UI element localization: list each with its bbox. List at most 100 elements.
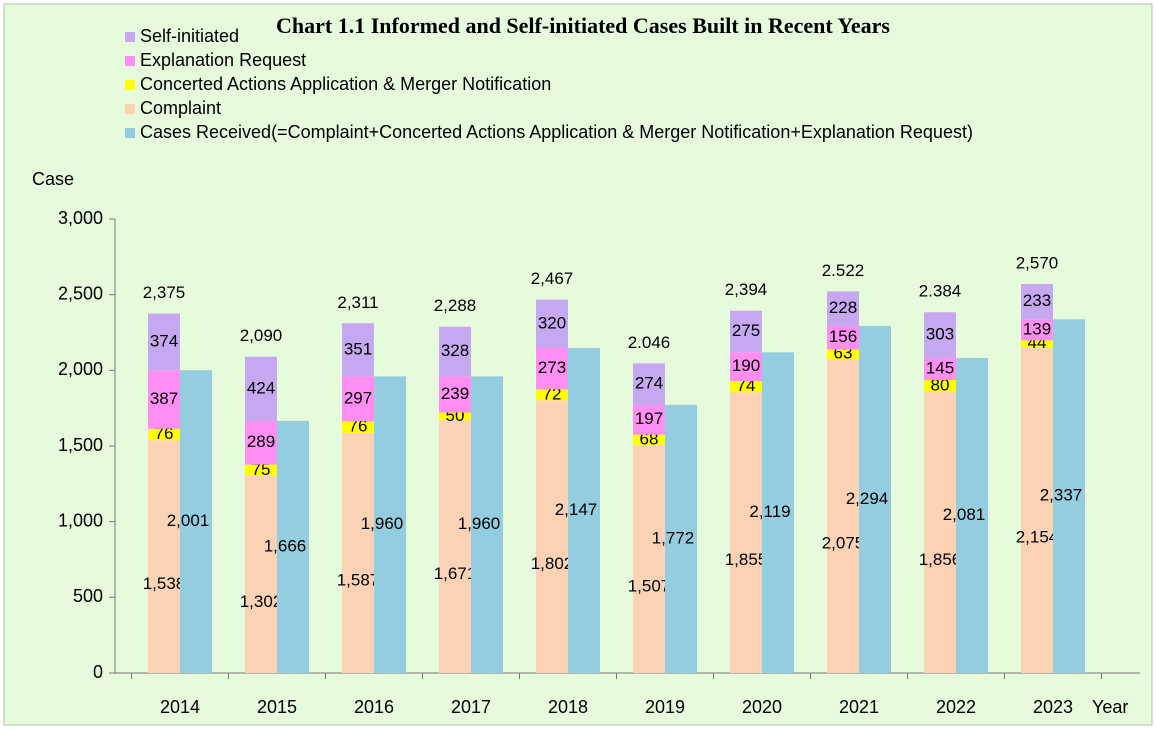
legend-label: Complaint (140, 98, 221, 118)
x-tick-label: 2018 (548, 697, 588, 717)
bar (374, 376, 406, 673)
x-tick-label: 2016 (354, 697, 394, 717)
legend-swatch (125, 80, 135, 90)
legend-label: Self-initiated (140, 26, 239, 46)
x-tick-label: 2017 (451, 697, 491, 717)
bar-segment (730, 381, 762, 393)
data-label: 239 (441, 384, 469, 403)
y-tick-label: 1,000 (58, 510, 103, 530)
bar-segment (633, 363, 665, 405)
data-label: 197 (635, 409, 663, 428)
total-label: 2,467 (531, 269, 574, 288)
x-axis-label: Year (1092, 697, 1128, 717)
bar-segment (148, 313, 180, 371)
bar (956, 358, 988, 673)
data-label: 275 (732, 321, 760, 340)
chart-title: Chart 1.1 Informed and Self-initiated Ca… (276, 13, 890, 38)
bar-segment (536, 389, 568, 401)
data-label: 2,075 (822, 533, 865, 552)
y-tick-label: 500 (73, 586, 103, 606)
bar-segment (1021, 340, 1053, 348)
bar-segment (439, 376, 471, 413)
legend-swatch (125, 56, 135, 66)
data-label: 424 (247, 378, 275, 397)
total-label: 2,375 (143, 283, 186, 302)
bar (665, 404, 697, 673)
bar (859, 325, 891, 673)
bar-segment (924, 380, 956, 393)
data-label: 2,294 (846, 489, 889, 508)
x-tick-label: 2019 (645, 697, 685, 717)
data-label: 387 (150, 389, 178, 408)
x-tick-label: 2023 (1033, 697, 1073, 717)
bar-segment (1021, 319, 1053, 341)
data-label: 289 (247, 432, 275, 451)
data-label: 2,001 (167, 511, 210, 530)
bar (471, 376, 503, 673)
bar-segment (148, 440, 180, 673)
total-label: 2,394 (725, 280, 768, 299)
legend-label: Concerted Actions Application & Merger N… (140, 74, 551, 94)
bar-segment (439, 412, 471, 421)
bar-segment (633, 404, 665, 435)
data-label: 1,538 (143, 574, 186, 593)
bar-segment (342, 421, 374, 433)
total-label: 2.384 (919, 282, 962, 301)
y-tick-label: 1,500 (58, 435, 103, 455)
data-label: 2,154 (1016, 527, 1059, 546)
x-tick-label: 2021 (839, 697, 879, 717)
bar-segment (827, 291, 859, 326)
data-label: 145 (926, 359, 954, 378)
x-tick-label: 2014 (160, 697, 200, 717)
bar (277, 420, 309, 673)
total-label: 2,570 (1016, 254, 1059, 273)
bar-segment (439, 420, 471, 673)
bar-segment (633, 444, 665, 673)
y-tick-label: 3,000 (58, 208, 103, 228)
data-label: 156 (829, 327, 857, 346)
bar-segment (536, 348, 568, 390)
data-label: 139 (1023, 319, 1051, 338)
data-label: 1,855 (725, 550, 768, 569)
data-label: 228 (829, 298, 857, 317)
total-label: 2,311 (337, 293, 378, 312)
y-axis-label: Case (32, 169, 74, 189)
bar-segment (342, 376, 374, 422)
bar (1053, 319, 1085, 673)
data-label: 351 (344, 339, 372, 358)
legend-swatch (125, 128, 135, 138)
bar-segment (827, 358, 859, 673)
data-label: 1,960 (361, 514, 404, 533)
data-label: 233 (1023, 291, 1051, 310)
bar-segment (730, 310, 762, 353)
bar-segment (924, 392, 956, 673)
bar-segment (342, 432, 374, 673)
data-label: 1,507 (628, 576, 671, 595)
bar-segment (342, 323, 374, 377)
x-tick-label: 2015 (257, 697, 297, 717)
bar-segment (439, 326, 471, 377)
bar (568, 348, 600, 673)
y-tick-label: 2,500 (58, 283, 103, 303)
bar-segment (536, 299, 568, 349)
bar-segment (148, 370, 180, 429)
bar-segment (633, 434, 665, 445)
x-tick-label: 2020 (742, 697, 782, 717)
bar-segment (245, 475, 277, 673)
bar-segment (245, 420, 277, 465)
data-label: 274 (635, 374, 663, 393)
bar-segment (730, 392, 762, 673)
data-label: 328 (441, 341, 469, 360)
y-tick-label: 0 (93, 662, 103, 682)
data-label: 1,802 (531, 554, 574, 573)
total-label: 2,288 (434, 296, 477, 315)
bar-segment (1021, 347, 1053, 673)
data-label: 1,671 (434, 564, 477, 583)
data-label: 2,337 (1040, 486, 1083, 505)
data-label: 1,856 (919, 550, 962, 569)
data-label: 320 (538, 313, 566, 332)
y-tick-label: 2,000 (58, 359, 103, 379)
bar-segment (536, 400, 568, 673)
data-label: 1,302 (240, 592, 283, 611)
